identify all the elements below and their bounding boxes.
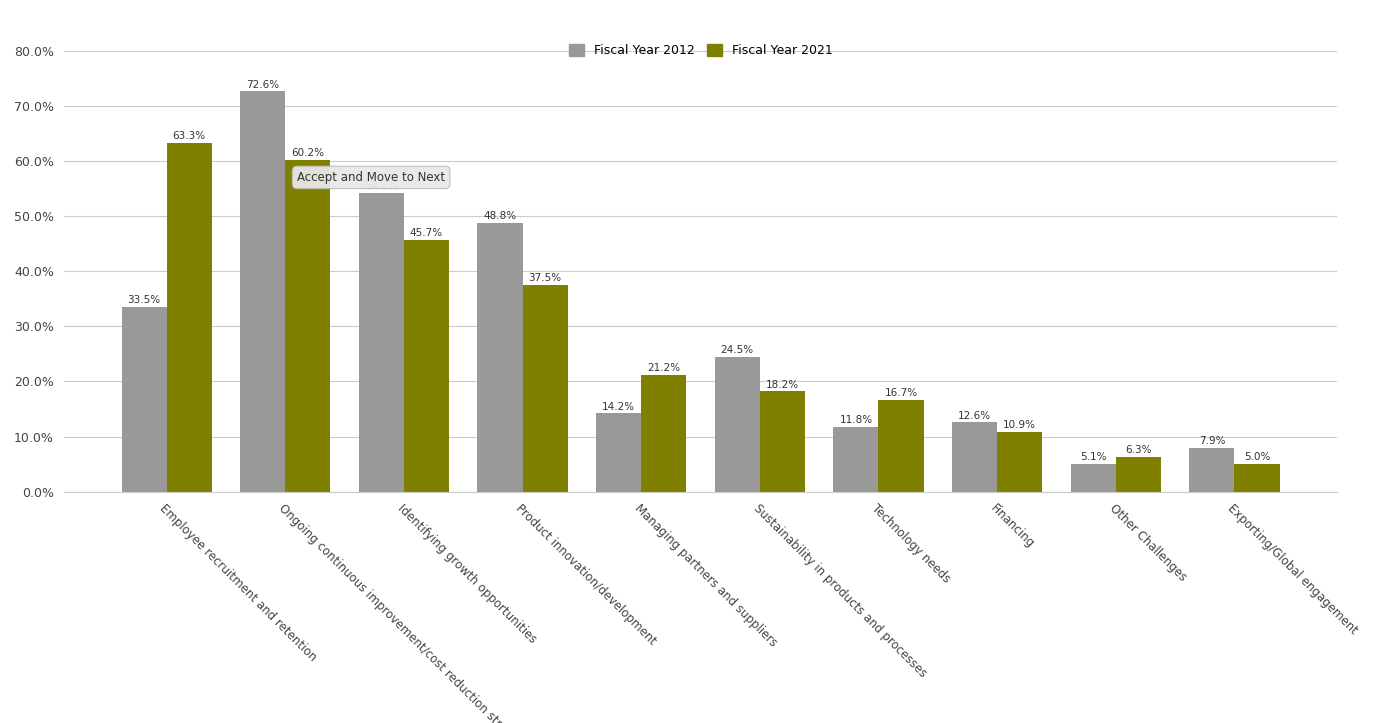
Bar — [477, 223, 523, 492]
Text: 72.6%: 72.6% — [246, 80, 279, 90]
Bar — [167, 142, 211, 492]
Text: 37.5%: 37.5% — [528, 273, 562, 283]
Text: 48.8%: 48.8% — [484, 211, 517, 221]
Legend: Fiscal Year 2012, Fiscal Year 2021: Fiscal Year 2012, Fiscal Year 2021 — [563, 39, 838, 62]
Bar — [952, 422, 997, 492]
Text: 6.3%: 6.3% — [1125, 445, 1151, 455]
Text: 7.9%: 7.9% — [1198, 437, 1225, 446]
Text: 18.2%: 18.2% — [766, 380, 799, 390]
Bar — [285, 160, 331, 492]
Text: 60.2%: 60.2% — [292, 148, 324, 158]
Bar — [359, 193, 404, 492]
Bar — [240, 91, 285, 492]
Text: 10.9%: 10.9% — [1004, 420, 1036, 430]
Bar — [1116, 457, 1161, 492]
Text: 24.5%: 24.5% — [721, 345, 753, 355]
Bar — [596, 414, 641, 492]
Bar — [523, 285, 567, 492]
Text: 5.1%: 5.1% — [1080, 452, 1106, 462]
Text: 5.0%: 5.0% — [1244, 453, 1270, 463]
Bar — [834, 427, 878, 492]
Bar — [404, 240, 449, 492]
Text: 12.6%: 12.6% — [958, 411, 991, 421]
Bar — [997, 432, 1042, 492]
Bar — [714, 356, 760, 492]
Bar — [1234, 464, 1280, 492]
Bar — [878, 400, 923, 492]
Text: 54.2%: 54.2% — [364, 181, 398, 191]
Text: 14.2%: 14.2% — [602, 402, 635, 411]
Text: 21.2%: 21.2% — [648, 363, 680, 373]
Text: 16.7%: 16.7% — [884, 388, 917, 398]
Text: Accept and Move to Next: Accept and Move to Next — [297, 171, 445, 184]
Text: 11.8%: 11.8% — [840, 415, 873, 425]
Text: 33.5%: 33.5% — [128, 295, 161, 305]
Bar — [121, 307, 167, 492]
Text: 63.3%: 63.3% — [172, 131, 206, 141]
Bar — [760, 391, 805, 492]
Bar — [641, 375, 687, 492]
Bar — [1190, 448, 1234, 492]
Bar — [1070, 463, 1116, 492]
Text: 45.7%: 45.7% — [410, 228, 443, 238]
